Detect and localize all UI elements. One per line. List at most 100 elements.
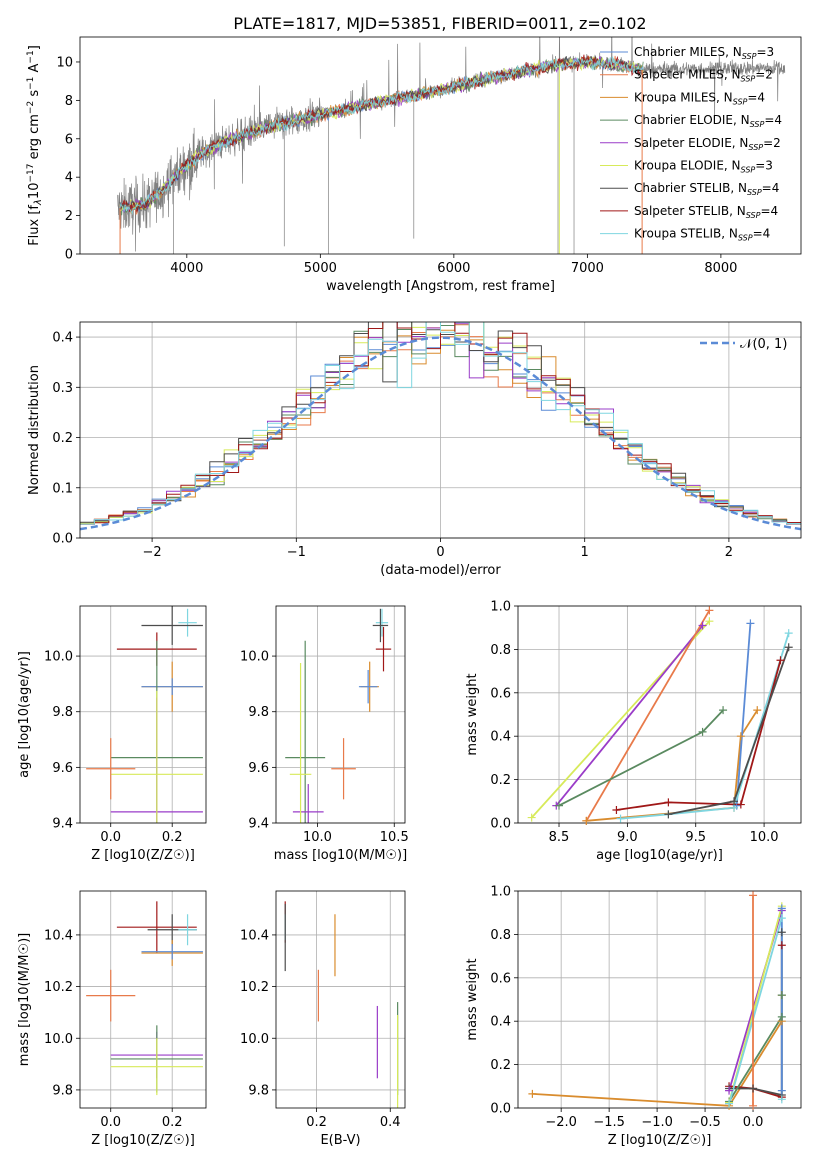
- model-spectrum: [119, 55, 644, 214]
- y-tick-label: 10.0: [44, 1032, 73, 1047]
- weight-marker: [730, 797, 739, 806]
- x-tick-label: 9.5: [685, 830, 706, 845]
- weight-marker: [527, 813, 536, 822]
- x-tick-label: 8000: [704, 261, 737, 276]
- x-tick-label: 0.0: [100, 830, 121, 845]
- y-tick-label: 0.2: [490, 1058, 511, 1073]
- weight-line: [620, 632, 790, 820]
- x-tick-label: −2.0: [545, 1115, 577, 1130]
- y-tick-label: 0: [65, 248, 73, 263]
- x-axis-label: age [log10(age/yr)]: [596, 848, 723, 863]
- axes-frame: [275, 605, 406, 824]
- y-tick-label: 0.0: [490, 817, 511, 832]
- x-tick-label: 6000: [437, 261, 470, 276]
- y-tick-label: 0.4: [490, 1015, 511, 1030]
- plot-area: [285, 608, 392, 823]
- y-tick-label: 0.8: [490, 928, 511, 943]
- x-tick-label: 8.5: [549, 830, 570, 845]
- model-spectrum: [119, 56, 644, 213]
- x-tick-label: −2: [143, 545, 162, 560]
- legend-label: Kroupa ELODIE, NSSP=3: [634, 159, 773, 175]
- y-tick-label: 9.4: [248, 817, 269, 832]
- weight-marker: [753, 706, 762, 715]
- model-spectrum: [119, 56, 644, 212]
- weight-marker: [749, 1084, 758, 1093]
- y-tick-label: 10.0: [240, 650, 269, 665]
- y-axis-label: age [log10(age/yr)]: [17, 651, 32, 778]
- y-tick-label: 4: [65, 171, 73, 186]
- x-tick-label: 0.0: [100, 1115, 121, 1130]
- weight-line: [728, 917, 783, 1104]
- plot-area: [86, 606, 203, 823]
- y-tick-label: 9.8: [248, 705, 269, 720]
- y-tick-label: 0.0: [52, 532, 73, 547]
- weight-marker: [698, 621, 707, 630]
- weight-marker: [784, 629, 793, 638]
- legend-label: Salpeter STELIB, NSSP=4: [634, 204, 778, 220]
- y-tick-label: 0.1: [52, 481, 73, 496]
- figure-title: PLATE=1817, MJD=53851, FIBERID=0011, z=0…: [233, 14, 646, 33]
- y-tick-label: 8: [65, 94, 73, 109]
- y-tick-label: 0.2: [52, 431, 73, 446]
- weight-marker: [777, 1086, 786, 1095]
- weight-marker: [705, 617, 714, 626]
- x-tick-label: 0.0: [743, 1115, 764, 1130]
- weight-marker: [777, 1012, 786, 1021]
- weight-line: [735, 623, 752, 806]
- weight-marker: [612, 805, 621, 814]
- y-tick-label: 10.4: [240, 928, 269, 943]
- y-tick-label: 6: [65, 132, 73, 147]
- legend-label: Salpeter ELODIE, NSSP=2: [634, 136, 781, 152]
- x-tick-label: 2: [725, 545, 733, 560]
- y-tick-label: 10.0: [240, 1032, 269, 1047]
- x-tick-label: 10.0: [750, 830, 779, 845]
- x-tick-label: 0.2: [162, 830, 183, 845]
- y-tick-label: 0.4: [490, 730, 511, 745]
- age-vs-mass-panel: 10.0 10.5 9.4 9.6 9.8 10.0 mass [log10(M/M☉)]: [240, 605, 409, 863]
- weight-marker: [749, 891, 758, 900]
- weight-marker: [777, 928, 786, 937]
- x-tick-label: 9.0: [617, 830, 638, 845]
- x-tick-label: −1.0: [641, 1115, 673, 1130]
- x-tick-label: 7000: [571, 261, 604, 276]
- residual-panel: −2 −1 0 1 2 0.0 0.1 0.2 0.3 0.4 (data-model)/error…: [27, 321, 802, 578]
- weight-line: [616, 660, 782, 811]
- y-tick-label: 9.8: [52, 1083, 73, 1098]
- weight-marker: [736, 732, 745, 741]
- y-tick-label: 9.6: [248, 761, 269, 776]
- legend-label: Chabrier ELODIE, NSSP=4: [634, 113, 782, 129]
- weight-marker: [705, 606, 714, 615]
- plot-area: [531, 609, 790, 822]
- axes-frame: [517, 890, 802, 1109]
- x-tick-label: 10.5: [380, 830, 409, 845]
- y-tick-label: 1.0: [490, 885, 511, 900]
- weight-marker: [725, 1086, 734, 1095]
- model-spectrum: [119, 54, 644, 211]
- spectrum-panel: 4000 5000 6000 7000 8000 0 2 4 6 8 10 wavelength [A…: [26, 36, 802, 294]
- y-tick-label: 9.8: [248, 1083, 269, 1098]
- plot-area: [117, 37, 786, 254]
- weight-marker: [582, 816, 591, 825]
- weight-line: [555, 624, 704, 807]
- weight-line: [668, 646, 790, 816]
- y-tick-label: 9.8: [52, 705, 73, 720]
- y-tick-label: 2: [65, 209, 73, 224]
- weight-line: [558, 709, 724, 807]
- y-axis-label: mass weight: [465, 673, 480, 755]
- mass-vs-z-panel: 0.0 0.2 9.8 10.0 10.2 10.4 Z [log10(Z/Z☉)] mass…: [17, 890, 207, 1148]
- legend: Chabrier MILES, NSSP=3 Salpeter MILES, NS…: [600, 45, 782, 243]
- legend-label: Chabrier STELIB, NSSP=4: [634, 181, 779, 197]
- axes-frame: [79, 36, 802, 255]
- weight-marker: [664, 798, 673, 807]
- x-tick-label: 0: [436, 545, 444, 560]
- data-spectrum: [117, 37, 786, 252]
- weight-vs-age-panel: 8.5 9.0 9.5 10.0 0.0 0.2 0.4 0.6 0.8 1.0 age [log1…: [465, 600, 802, 863]
- y-tick-label: 1.0: [490, 600, 511, 615]
- axes-frame: [79, 605, 207, 824]
- weight-marker: [777, 991, 786, 1000]
- weight-marker: [719, 706, 728, 715]
- axes-frame: [517, 605, 802, 824]
- plot-area: [86, 901, 203, 1096]
- x-tick-label: 1: [581, 545, 589, 560]
